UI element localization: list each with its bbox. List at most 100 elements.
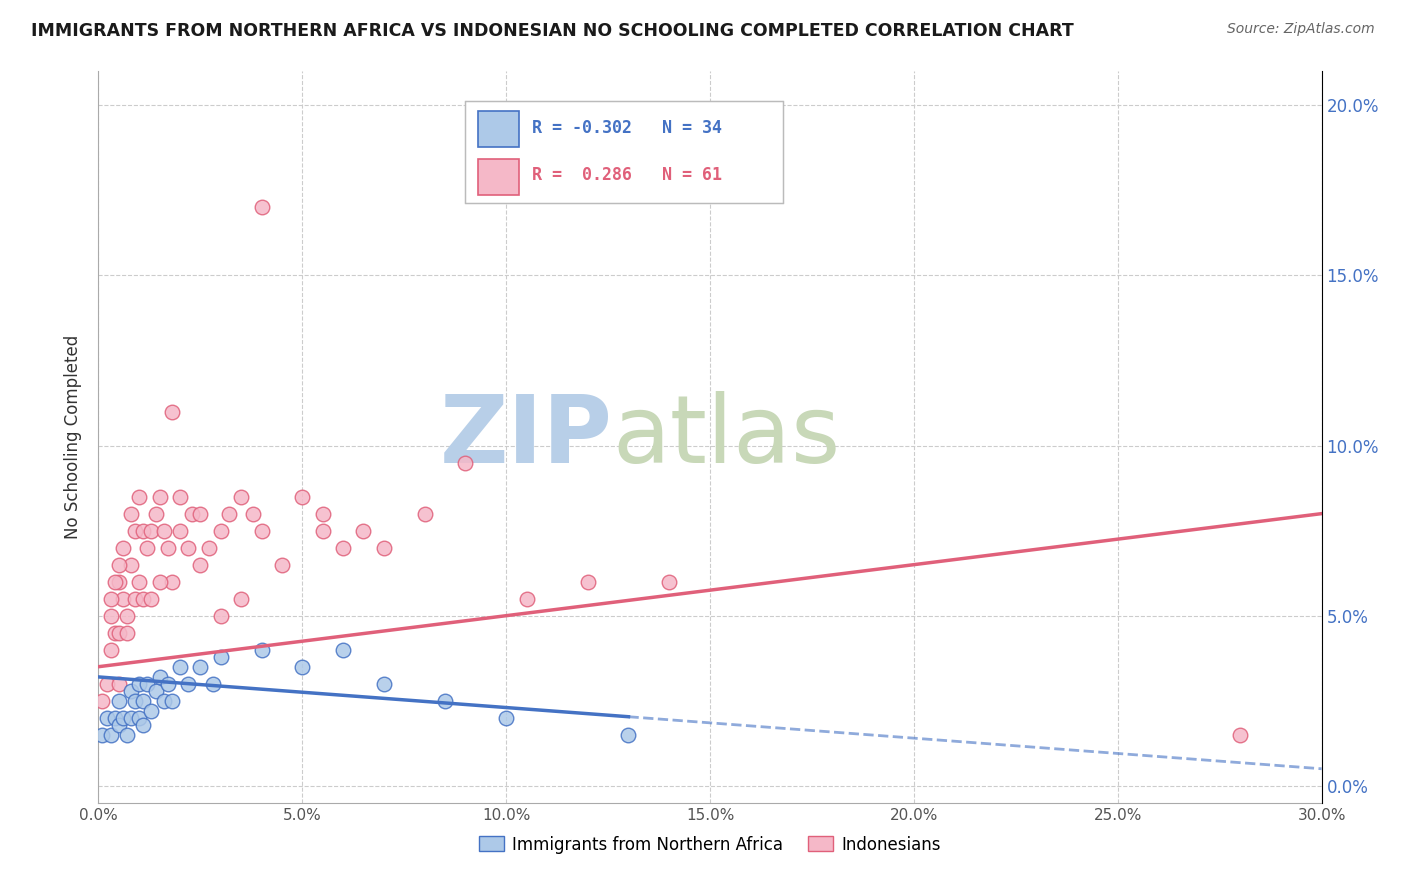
Point: [128, 711, 150, 725]
Point: [132, 694, 155, 708]
Point: [177, 677, 200, 691]
Point: [495, 711, 517, 725]
Point: [270, 558, 294, 572]
Legend: Immigrants from Northern Africa, Indonesians: Immigrants from Northern Africa, Indones…: [472, 829, 948, 860]
Point: [115, 728, 138, 742]
Point: [312, 524, 335, 538]
Point: [209, 649, 232, 664]
Point: [312, 507, 335, 521]
Point: [516, 591, 538, 606]
Point: [100, 728, 122, 742]
Point: [149, 490, 172, 504]
Point: [332, 541, 354, 555]
Point: [108, 558, 131, 572]
Point: [413, 507, 436, 521]
Point: [96, 711, 118, 725]
Point: [120, 507, 142, 521]
Point: [250, 201, 273, 215]
Point: [124, 694, 146, 708]
Point: [104, 711, 127, 725]
Point: [108, 625, 131, 640]
Point: [141, 524, 163, 538]
Point: [156, 541, 179, 555]
Point: [433, 694, 456, 708]
Text: Source: ZipAtlas.com: Source: ZipAtlas.com: [1227, 22, 1375, 37]
Point: [141, 704, 163, 718]
Point: [104, 574, 127, 589]
Point: [152, 524, 174, 538]
Point: [188, 558, 212, 572]
Point: [100, 642, 122, 657]
Point: [181, 507, 204, 521]
Point: [177, 541, 200, 555]
Point: [169, 659, 191, 673]
Point: [156, 677, 179, 691]
Point: [128, 574, 150, 589]
Point: [132, 717, 155, 731]
Point: [231, 490, 253, 504]
Point: [111, 591, 134, 606]
Point: [115, 608, 138, 623]
Y-axis label: No Schooling Completed: No Schooling Completed: [65, 335, 83, 539]
Point: [291, 659, 314, 673]
Point: [218, 507, 240, 521]
Point: [108, 677, 131, 691]
Point: [108, 717, 131, 731]
Point: [132, 524, 155, 538]
Point: [250, 642, 273, 657]
Point: [242, 507, 264, 521]
Point: [120, 558, 142, 572]
Point: [231, 591, 253, 606]
Point: [128, 490, 150, 504]
Point: [617, 728, 640, 742]
Point: [141, 591, 163, 606]
Point: [120, 683, 142, 698]
Point: [152, 694, 174, 708]
Point: [454, 456, 477, 470]
Point: [120, 711, 142, 725]
Point: [188, 507, 212, 521]
Point: [108, 574, 131, 589]
Point: [136, 677, 159, 691]
Point: [91, 694, 114, 708]
Point: [201, 677, 224, 691]
Point: [115, 625, 138, 640]
Point: [100, 591, 122, 606]
Point: [160, 694, 183, 708]
Point: [145, 507, 167, 521]
Point: [352, 524, 374, 538]
Point: [658, 574, 681, 589]
Point: [149, 574, 172, 589]
Point: [197, 541, 219, 555]
Text: atlas: atlas: [612, 391, 841, 483]
Point: [250, 524, 273, 538]
Point: [96, 677, 118, 691]
Point: [111, 541, 134, 555]
Point: [104, 625, 127, 640]
Point: [332, 642, 354, 657]
Point: [160, 404, 183, 418]
Point: [100, 608, 122, 623]
Point: [124, 524, 146, 538]
Point: [149, 670, 172, 684]
Point: [145, 683, 167, 698]
Point: [108, 694, 131, 708]
Point: [136, 541, 159, 555]
Point: [132, 591, 155, 606]
Point: [373, 541, 395, 555]
Point: [1229, 728, 1251, 742]
Point: [373, 677, 395, 691]
Point: [124, 591, 146, 606]
Point: [576, 574, 599, 589]
Point: [128, 677, 150, 691]
Point: [160, 574, 183, 589]
Point: [209, 524, 232, 538]
Point: [111, 711, 134, 725]
Point: [169, 524, 191, 538]
Point: [209, 608, 232, 623]
Point: [188, 659, 212, 673]
Text: ZIP: ZIP: [439, 391, 612, 483]
Text: IMMIGRANTS FROM NORTHERN AFRICA VS INDONESIAN NO SCHOOLING COMPLETED CORRELATION: IMMIGRANTS FROM NORTHERN AFRICA VS INDON…: [31, 22, 1074, 40]
Point: [91, 728, 114, 742]
Point: [291, 490, 314, 504]
